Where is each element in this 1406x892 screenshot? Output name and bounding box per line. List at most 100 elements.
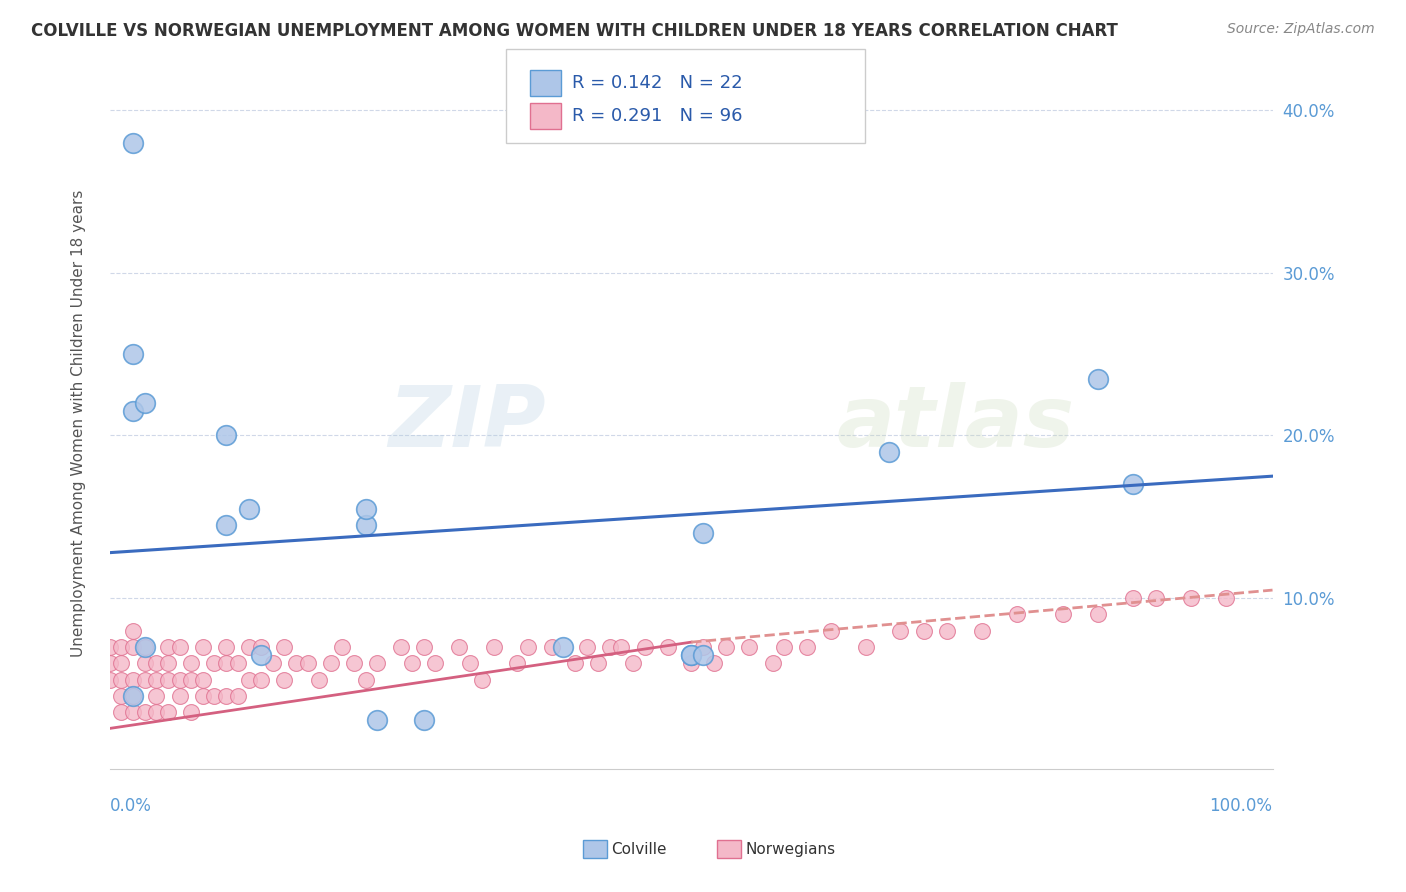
Point [1122, 591, 1144, 606]
Point [238, 673, 260, 687]
Point [180, 705, 202, 719]
Point [156, 640, 179, 654]
Point [122, 640, 145, 654]
Point [110, 673, 132, 687]
Point [553, 640, 575, 654]
Point [703, 657, 725, 671]
Point [250, 648, 273, 662]
Point [134, 640, 156, 654]
Point [1087, 607, 1109, 622]
Point [912, 624, 935, 638]
Point [1052, 607, 1074, 622]
Point [575, 640, 598, 654]
Point [134, 657, 156, 671]
Point [681, 657, 703, 671]
Point [621, 657, 644, 671]
Point [1122, 477, 1144, 491]
Point [98, 657, 121, 671]
Text: Source: ZipAtlas.com: Source: ZipAtlas.com [1227, 22, 1375, 37]
Point [250, 673, 273, 687]
Point [855, 640, 877, 654]
Point [156, 705, 179, 719]
Point [877, 444, 900, 458]
Point [262, 657, 284, 671]
Point [692, 648, 714, 662]
Point [215, 640, 238, 654]
Point [332, 640, 354, 654]
Point [98, 673, 121, 687]
Point [412, 713, 434, 727]
Point [1005, 607, 1028, 622]
Text: Norwegians: Norwegians [745, 842, 835, 856]
Point [191, 673, 214, 687]
Point [226, 689, 249, 703]
Point [657, 640, 679, 654]
Point [482, 640, 505, 654]
Point [681, 648, 703, 662]
Point [681, 648, 703, 662]
Point [122, 624, 145, 638]
Point [250, 640, 273, 654]
Point [110, 640, 132, 654]
Text: R = 0.142   N = 22: R = 0.142 N = 22 [572, 74, 742, 92]
Point [134, 396, 156, 410]
Point [134, 640, 156, 654]
Point [761, 657, 783, 671]
Point [820, 624, 842, 638]
Point [122, 689, 145, 703]
Point [343, 657, 366, 671]
Point [540, 640, 562, 654]
Point [354, 501, 377, 516]
Point [134, 705, 156, 719]
Point [145, 689, 167, 703]
Point [634, 640, 657, 654]
Point [586, 657, 609, 671]
Point [564, 657, 586, 671]
Point [297, 657, 319, 671]
Point [215, 657, 238, 671]
Point [226, 657, 249, 671]
Point [1144, 591, 1167, 606]
Point [599, 640, 621, 654]
Point [714, 640, 737, 654]
Text: COLVILLE VS NORWEGIAN UNEMPLOYMENT AMONG WOMEN WITH CHILDREN UNDER 18 YEARS CORR: COLVILLE VS NORWEGIAN UNEMPLOYMENT AMONG… [31, 22, 1118, 40]
Text: ZIP: ZIP [388, 382, 546, 465]
Point [401, 657, 423, 671]
Point [110, 705, 132, 719]
Point [110, 657, 132, 671]
Point [1180, 591, 1202, 606]
Text: 0.0%: 0.0% [110, 797, 152, 814]
Point [238, 501, 260, 516]
Point [98, 640, 121, 654]
Point [692, 640, 714, 654]
Point [970, 624, 993, 638]
Point [471, 673, 494, 687]
Point [366, 713, 388, 727]
Point [238, 640, 260, 654]
Point [215, 428, 238, 442]
Point [273, 673, 295, 687]
Point [122, 705, 145, 719]
Point [1087, 371, 1109, 385]
Point [506, 657, 529, 671]
Point [110, 689, 132, 703]
Point [180, 657, 202, 671]
Point [447, 640, 470, 654]
Point [145, 705, 167, 719]
Point [458, 657, 481, 671]
Point [354, 673, 377, 687]
Point [191, 689, 214, 703]
Point [156, 657, 179, 671]
Point [215, 689, 238, 703]
Point [145, 673, 167, 687]
Point [180, 673, 202, 687]
Point [204, 657, 226, 671]
Point [773, 640, 796, 654]
Point [308, 673, 330, 687]
Point [389, 640, 412, 654]
Point [610, 640, 633, 654]
Y-axis label: Unemployment Among Women with Children Under 18 years: Unemployment Among Women with Children U… [72, 190, 86, 657]
Point [122, 404, 145, 418]
Text: atlas: atlas [837, 382, 1074, 465]
Point [366, 657, 388, 671]
